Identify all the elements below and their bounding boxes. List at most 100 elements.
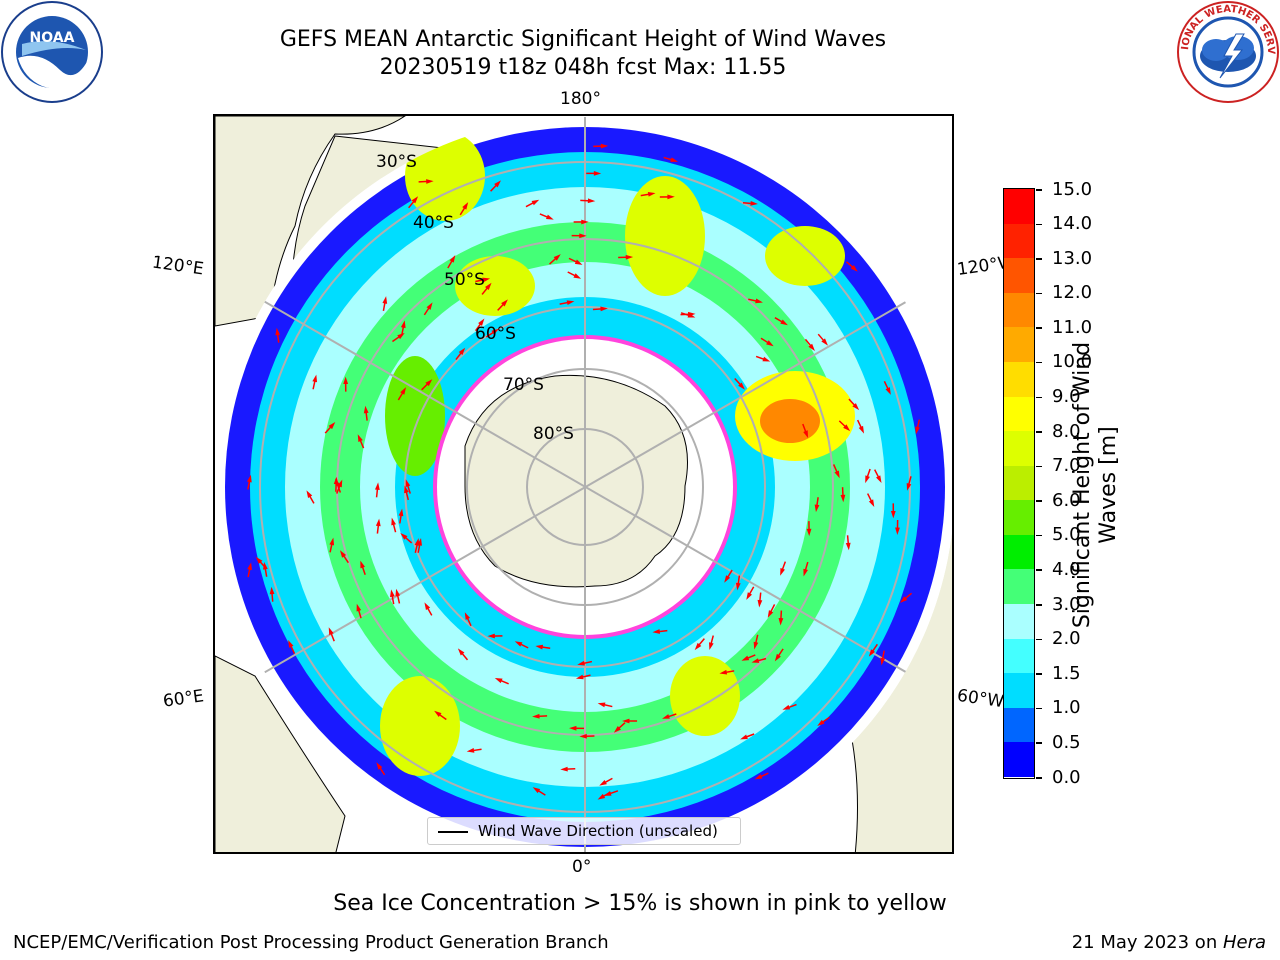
colorbar-tick-label: 9.0 bbox=[1052, 386, 1081, 408]
wave-direction-arrowhead bbox=[494, 180, 501, 188]
wave-direction-arrowhead bbox=[843, 424, 851, 432]
wave-direction-arrowhead bbox=[597, 793, 606, 800]
wave-direction-arrowhead bbox=[746, 592, 753, 600]
colorbar-tick-mark bbox=[1036, 361, 1042, 364]
wave-direction-arrowhead bbox=[247, 562, 252, 571]
colorbar-segment bbox=[1004, 258, 1034, 293]
wave-direction-arrowhead bbox=[501, 299, 508, 307]
wave-direction-arrowhead bbox=[750, 200, 758, 206]
colorbar-label: Significant Height of Wind Waves [m] bbox=[1070, 341, 1121, 629]
wave-direction-arrowhead bbox=[817, 719, 825, 727]
wave-direction-arrowhead bbox=[405, 479, 411, 488]
wave-direction-arrowhead bbox=[741, 655, 750, 661]
wave-direction-arrowhead bbox=[360, 560, 365, 569]
wave-direction-arrowhead bbox=[599, 779, 607, 786]
colorbar-tick-mark bbox=[1036, 777, 1042, 779]
lon-label-60w: 60°W bbox=[955, 685, 1006, 713]
colorbar-tick-mark bbox=[1036, 223, 1042, 226]
wave-direction-arrowhead bbox=[485, 282, 492, 291]
wave-direction-arrowhead bbox=[865, 475, 870, 484]
wave-direction-arrowhead bbox=[652, 629, 661, 634]
colorbar-segment bbox=[1004, 673, 1034, 708]
colorbar-tick-label: 3.0 bbox=[1052, 593, 1081, 615]
colorbar-tick-label: 0.0 bbox=[1052, 766, 1081, 788]
wave-direction-arrowhead bbox=[754, 774, 763, 780]
wave-direction-arrowhead bbox=[457, 648, 465, 656]
wave-direction-arrowhead bbox=[395, 588, 401, 597]
colorbar-tick-label: 4.0 bbox=[1052, 558, 1081, 580]
lat-label-40s: 40°S bbox=[413, 213, 454, 233]
colorbar-tick-label: 5.0 bbox=[1052, 524, 1081, 546]
colorbar-tick-label: 2.0 bbox=[1052, 628, 1081, 650]
lon-label-0: 0° bbox=[572, 857, 592, 877]
wave-direction-arrowhead bbox=[858, 425, 865, 434]
wave-direction-arrowhead bbox=[740, 734, 748, 740]
colorbar-tick-label: 15.0 bbox=[1052, 178, 1093, 200]
wave-direction-arrowhead bbox=[885, 387, 891, 395]
sea-ice-note: Sea Ice Concentration > 15% is shown in … bbox=[333, 891, 947, 916]
wave-direction-arrowhead bbox=[753, 641, 759, 650]
wave-direction-arrowhead bbox=[575, 674, 584, 680]
wave-direction-arrowhead bbox=[622, 718, 630, 724]
wave-direction-arrowhead bbox=[735, 582, 741, 591]
colorbar-tick-mark bbox=[1036, 569, 1042, 571]
colorbar-segment bbox=[1004, 223, 1034, 259]
colorbar-tick-mark bbox=[1036, 465, 1042, 468]
wave-direction-arrowhead bbox=[876, 475, 882, 483]
footer-credit: NCEP/EMC/Verification Post Processing Pr… bbox=[13, 932, 609, 953]
wave-direction-arrowhead bbox=[868, 649, 876, 657]
wave-direction-arrowhead bbox=[566, 300, 575, 306]
wave-direction-arrowhead bbox=[806, 528, 812, 537]
nws-logo: NATIONAL WEATHER SERVICE bbox=[1176, 0, 1279, 103]
ocean-field bbox=[215, 117, 952, 852]
colorbar-tick-label: 8.0 bbox=[1052, 420, 1081, 442]
lat-label-30s: 30°S bbox=[376, 152, 417, 172]
colorbar-tick-label: 6.0 bbox=[1052, 489, 1081, 511]
wave-direction-arrowhead bbox=[852, 403, 860, 411]
lat-label-70s: 70°S bbox=[503, 375, 544, 395]
colorbar-tick-mark bbox=[1036, 638, 1042, 641]
colorbar-segment bbox=[1004, 707, 1034, 743]
wave-direction-arrowhead bbox=[400, 533, 408, 540]
colorbar-tick-label: 12.0 bbox=[1052, 282, 1093, 304]
wave-direction-arrowhead bbox=[906, 483, 912, 491]
wave-direction-arrowhead bbox=[255, 556, 263, 564]
wave-direction-arrowhead bbox=[333, 476, 339, 485]
noaa-logo-text: NOAA bbox=[30, 30, 75, 46]
wave-direction-arrowhead bbox=[491, 328, 499, 335]
wave-direction-arrowhead bbox=[662, 714, 670, 719]
wave-direction-arrowhead bbox=[363, 405, 369, 414]
wave-direction-arrowhead bbox=[400, 320, 406, 329]
wave-direction-arrowhead bbox=[487, 633, 495, 639]
wave-direction-arrowhead bbox=[398, 508, 404, 517]
footer-date: 21 May 2023 on Hera bbox=[1072, 932, 1266, 953]
wave-direction-arrowhead bbox=[411, 196, 419, 204]
wave-direction-arrowhead bbox=[600, 143, 609, 149]
wave-direction-arrowhead bbox=[532, 713, 540, 719]
wave-direction-arrowhead bbox=[391, 517, 396, 526]
wave-direction-arrowhead bbox=[890, 510, 896, 519]
wind-wave-direction-arrows bbox=[247, 143, 921, 800]
wave-direction-arrowhead bbox=[288, 640, 294, 648]
wave-direction-arrowhead bbox=[840, 494, 846, 503]
wave-direction-arrowhead bbox=[397, 332, 405, 340]
wave-direction-arrowhead bbox=[577, 660, 585, 666]
footer-machine: Hera bbox=[1222, 932, 1266, 953]
colorbar-segment bbox=[1004, 742, 1034, 777]
wave-direction-arrowhead bbox=[425, 379, 433, 387]
wave-direction-arrowhead bbox=[587, 198, 596, 204]
colorbar-segment bbox=[1004, 189, 1034, 224]
wave-direction-arrowhead bbox=[593, 170, 602, 176]
wave-direction-arrowhead bbox=[531, 199, 540, 206]
wave-direction-arrowhead bbox=[579, 233, 587, 239]
colorbar-segment bbox=[1004, 327, 1034, 362]
wave-direction-arrowhead bbox=[880, 657, 886, 666]
colorbar-segment bbox=[1004, 292, 1034, 328]
wave-direction-arrowhead bbox=[458, 347, 466, 356]
wave-direction-arrowhead bbox=[603, 791, 612, 796]
wave-direction-arrowhead bbox=[708, 642, 714, 651]
wave-direction-arrowhead bbox=[803, 568, 808, 577]
colorbar-tick-label: 1.0 bbox=[1052, 697, 1081, 719]
wave-direction-arrowhead bbox=[357, 434, 363, 442]
wave-direction-arrowhead bbox=[573, 273, 582, 279]
